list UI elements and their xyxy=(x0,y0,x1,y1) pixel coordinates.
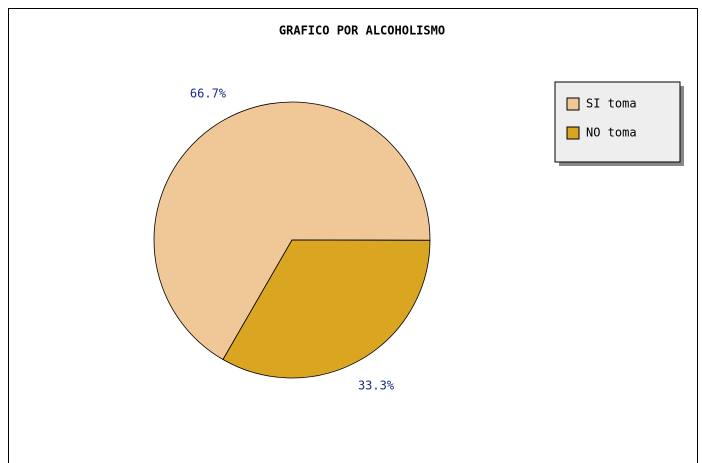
legend-label: SI toma xyxy=(586,97,637,111)
data-label: 33.3% xyxy=(358,378,395,392)
data-label: 66.7% xyxy=(190,87,227,101)
legend-label: NO toma xyxy=(586,126,637,140)
chart-title: GRAFICO POR ALCOHOLISMO xyxy=(279,24,445,38)
legend-swatch xyxy=(566,97,580,111)
pie-slice xyxy=(153,101,431,361)
legend-swatch xyxy=(566,126,580,140)
frame xyxy=(8,8,698,463)
pie-slice xyxy=(222,239,431,379)
legend xyxy=(554,81,681,163)
